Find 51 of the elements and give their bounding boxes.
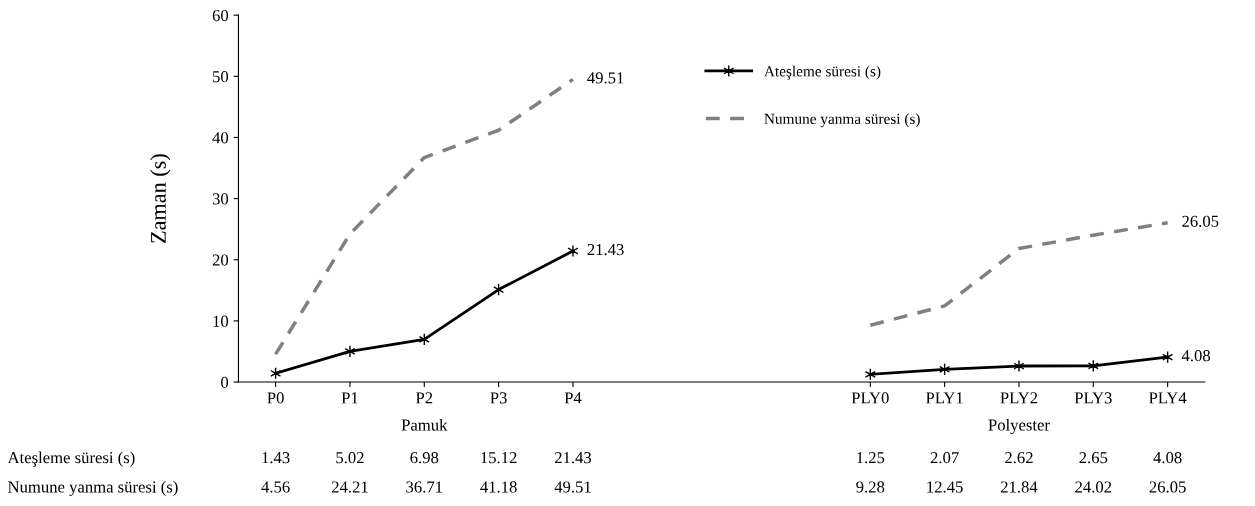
data-label: 21.84	[1000, 481, 1038, 493]
data-label: 15.12	[481, 452, 517, 464]
annotation: 21.43	[587, 243, 624, 256]
annotation: 26.05	[1182, 215, 1219, 227]
y-tick-label: 30	[212, 193, 229, 205]
data-label: 4.56	[261, 481, 290, 493]
point	[344, 345, 356, 358]
text: Polyester	[988, 418, 1050, 435]
y-tick-label: 40	[212, 132, 229, 144]
data-label: 6.98	[410, 451, 439, 464]
data-label: 24.02	[1075, 481, 1112, 493]
y-tick-label: 60	[212, 9, 229, 22]
data-label: 9.28	[856, 481, 885, 493]
data-label: 4.08	[1153, 451, 1182, 464]
x-tick-label: PLY0	[851, 392, 889, 404]
x-tick-label: PLY4	[1149, 392, 1187, 404]
data-label: 1.25	[857, 452, 885, 464]
text: Pamuk	[401, 418, 448, 431]
data-label: 5.02	[336, 451, 364, 464]
x-tick-label: P2	[415, 392, 433, 404]
data-label: 2.62	[1005, 452, 1033, 464]
x-tick-label: P4	[564, 392, 582, 404]
y-tick-label: 10	[213, 315, 229, 327]
legend-label: Numune yanma süresi (s)	[764, 113, 920, 128]
data-label: 36.71	[406, 481, 443, 493]
text: Ateşleme süresi (s)	[7, 451, 135, 467]
legend-label: Ateşleme süresi (s)	[764, 65, 881, 80]
data-label: 12.45	[927, 481, 963, 493]
y-tick-label: 20	[212, 254, 229, 266]
data-label: 2.65	[1079, 452, 1108, 464]
x-tick-label: PLY1	[926, 392, 963, 404]
data-label: 24.21	[331, 481, 368, 493]
y-tick-label: 0	[221, 376, 229, 388]
point	[567, 244, 579, 258]
annotation: 49.51	[587, 72, 624, 84]
data-label: 21.43	[554, 452, 592, 464]
annotation: 4.08	[1181, 350, 1211, 362]
x-tick-label: P1	[341, 392, 358, 404]
x-tick-label: PLY3	[1074, 392, 1112, 404]
data-label: 41.18	[480, 481, 517, 493]
point	[1013, 359, 1025, 373]
data-label: 2.07	[930, 451, 959, 464]
y-axis-title: Zaman (s)	[150, 154, 171, 243]
x-tick-label: P3	[490, 392, 507, 404]
data-label: 49.51	[554, 481, 591, 493]
y-tick-label: 50	[213, 71, 229, 83]
x-tick-label: P0	[267, 392, 284, 404]
data-label: 1.43	[262, 452, 290, 464]
x-tick-label: PLY2	[1000, 392, 1038, 404]
data-label: 26.05	[1149, 481, 1186, 493]
text: Numune yanma süresi (s)	[8, 480, 178, 496]
